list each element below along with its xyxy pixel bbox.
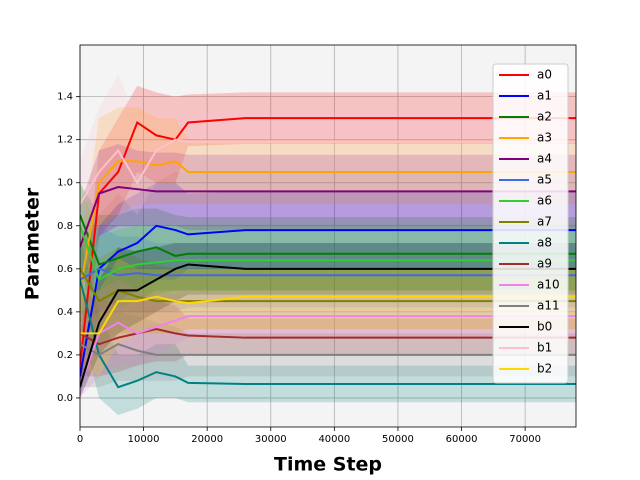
series-line	[80, 138, 576, 205]
legend-label: a6	[537, 194, 552, 208]
x-tick-label: 0	[77, 434, 83, 445]
legend-label: a5	[537, 173, 552, 187]
series-line	[80, 279, 576, 389]
legend-label: a10	[537, 278, 560, 292]
confidence-band	[80, 182, 576, 398]
legend-label: a7	[537, 215, 552, 229]
confidence-band	[80, 279, 576, 398]
legend-label: a2	[537, 110, 552, 124]
y-tick-label: 0.4	[57, 307, 73, 318]
legend-label: a1	[537, 89, 552, 103]
x-tick-label: 10000	[128, 434, 160, 445]
legend-label: a3	[537, 131, 552, 145]
series-line	[80, 160, 576, 291]
confidence-band	[80, 225, 576, 323]
legend-label: a0	[537, 68, 552, 82]
series-line	[80, 267, 576, 281]
series-line	[80, 328, 576, 346]
legend-label: a4	[537, 152, 552, 166]
confidence-band	[80, 242, 576, 398]
plot-frame	[79, 44, 577, 428]
confidence-band	[80, 143, 576, 291]
legend-label: a9	[537, 257, 552, 271]
x-tick-label: 20000	[191, 434, 223, 445]
y-tick-label: 0.8	[57, 221, 73, 232]
confidence-band	[80, 225, 576, 345]
confidence-band	[80, 258, 576, 377]
x-tick-label: 60000	[446, 434, 478, 445]
y-tick-label: 1.2	[57, 135, 73, 146]
series-line	[80, 343, 576, 357]
legend-label: b0	[537, 320, 552, 334]
y-tick-label: 0.0	[57, 393, 73, 404]
x-tick-label: 40000	[318, 434, 350, 445]
series-line	[80, 315, 576, 388]
legend-box	[492, 63, 569, 384]
series-line	[80, 295, 576, 335]
series-line	[80, 186, 576, 248]
series-line	[80, 225, 576, 282]
confidence-band	[80, 107, 576, 334]
legend-label: a11	[537, 299, 560, 313]
legend-label: a8	[537, 236, 552, 250]
y-axis-label: Parameter	[22, 187, 44, 300]
x-tick-label: 70000	[509, 434, 541, 445]
confidence-band	[80, 182, 576, 323]
x-tick-label: 30000	[255, 434, 287, 445]
legend-label: b1	[537, 341, 552, 355]
series-line	[80, 214, 576, 266]
series-line	[80, 268, 576, 303]
series-line	[80, 263, 576, 388]
confidence-band	[80, 182, 576, 302]
y-tick-label: 0.2	[57, 350, 73, 361]
y-tick-label: 1.0	[57, 178, 73, 189]
y-tick-label: 0.6	[57, 264, 73, 275]
plot-area	[80, 75, 576, 416]
x-axis-label: Time Step	[274, 454, 382, 476]
legend-label: b2	[537, 362, 552, 376]
confidence-band	[80, 301, 576, 388]
series-line	[80, 117, 576, 366]
y-tick-label: 1.4	[57, 92, 73, 103]
x-tick-label: 50000	[382, 434, 414, 445]
confidence-band	[80, 236, 576, 416]
